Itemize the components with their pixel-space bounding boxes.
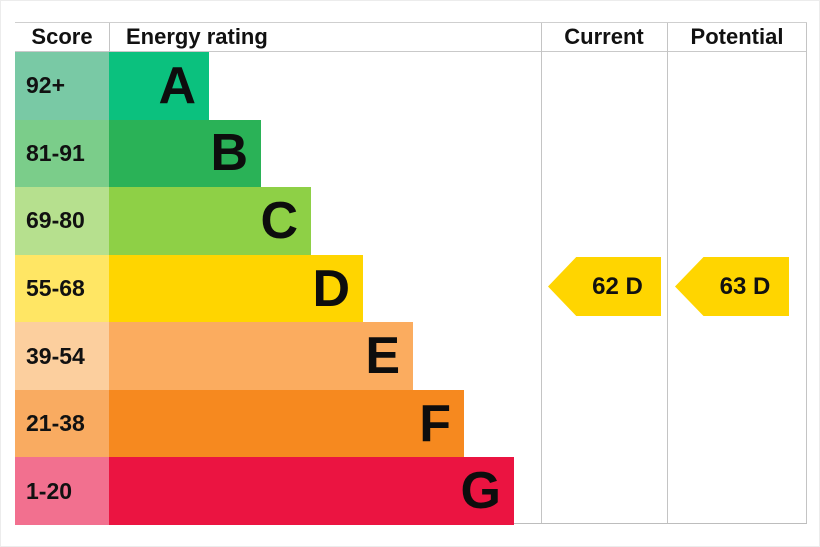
- band-bar-d: D: [109, 254, 363, 323]
- epc-row-e: 39-54 E: [15, 322, 807, 390]
- epc-row-b: 81-91 B: [15, 119, 807, 188]
- band-bar-b: B: [109, 119, 261, 188]
- divider-right-edge: [806, 23, 807, 523]
- band-bar-c: C: [109, 187, 311, 255]
- score-range-c: 69-80: [15, 187, 109, 255]
- header-potential: Potential: [690, 24, 784, 49]
- header-current: Current: [564, 24, 644, 49]
- divider-current-potential: [667, 23, 668, 523]
- epc-bands: 92+ A 81-91 B 69-80 C 55-68 D 39-54 E 21…: [15, 52, 807, 526]
- score-range-a: 92+: [15, 52, 109, 120]
- divider-score-energy: [109, 23, 110, 52]
- score-range-f: 21-38: [15, 389, 109, 458]
- score-range-b: 81-91: [15, 119, 109, 188]
- epc-row-f: 21-38 F: [15, 389, 807, 458]
- divider-energy-current: [541, 23, 542, 523]
- header-energy-rating: Energy rating: [126, 24, 268, 49]
- epc-row-d: 55-68 D: [15, 254, 807, 323]
- table-header: Score Energy rating Current Potential: [15, 23, 807, 52]
- band-bar-f: F: [109, 389, 464, 458]
- score-range-d: 55-68: [15, 254, 109, 323]
- epc-row-a: 92+ A: [15, 52, 807, 120]
- potential-rating-arrow: 63 D: [675, 257, 789, 316]
- epc-row-c: 69-80 C: [15, 187, 807, 255]
- header-score: Score: [31, 24, 93, 49]
- band-bar-g: G: [109, 457, 514, 526]
- epc-table: Score Energy rating Current Potential 92…: [15, 22, 807, 526]
- band-bar-e: E: [109, 322, 413, 390]
- epc-row-g: 1-20 G: [15, 457, 807, 526]
- score-range-e: 39-54: [15, 322, 109, 390]
- score-range-g: 1-20: [15, 457, 109, 526]
- band-bar-a: A: [109, 52, 209, 120]
